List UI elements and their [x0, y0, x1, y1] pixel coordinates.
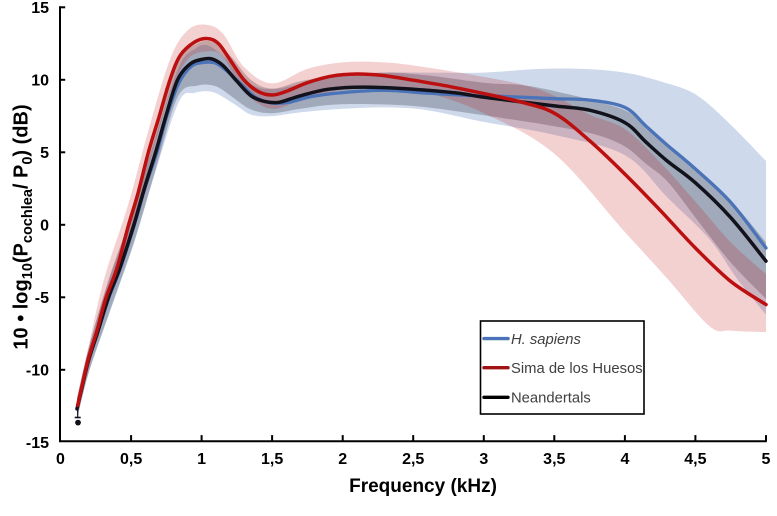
svg-text:-10: -10	[26, 362, 49, 379]
svg-text:1,5: 1,5	[261, 451, 283, 468]
svg-text:15: 15	[31, 0, 49, 17]
svg-text:0: 0	[56, 451, 65, 468]
svg-text:Frequency (kHz): Frequency (kHz)	[349, 476, 497, 497]
svg-text:2,5: 2,5	[402, 451, 424, 468]
svg-text:Neandertals: Neandertals	[511, 391, 591, 407]
svg-text:-15: -15	[26, 435, 49, 452]
svg-text:3: 3	[479, 451, 488, 468]
svg-text:5: 5	[40, 145, 49, 162]
svg-text:0: 0	[40, 217, 49, 234]
svg-text:4,5: 4,5	[684, 451, 706, 468]
svg-text:3,5: 3,5	[543, 451, 565, 468]
svg-text:Sima de los Huesos: Sima de los Huesos	[511, 361, 643, 377]
svg-text:4: 4	[620, 451, 629, 468]
svg-text:2: 2	[338, 451, 347, 468]
svg-text:10: 10	[31, 72, 49, 89]
svg-text:10 • log10(Pcochlea/ P0) (dB): 10 • log10(Pcochlea/ P0) (dB)	[11, 104, 37, 349]
svg-text:1: 1	[197, 451, 206, 468]
svg-text:H. sapiens: H. sapiens	[511, 332, 582, 348]
svg-text:5: 5	[762, 451, 771, 468]
svg-text:0,5: 0,5	[120, 451, 142, 468]
svg-text:-5: -5	[35, 290, 49, 307]
